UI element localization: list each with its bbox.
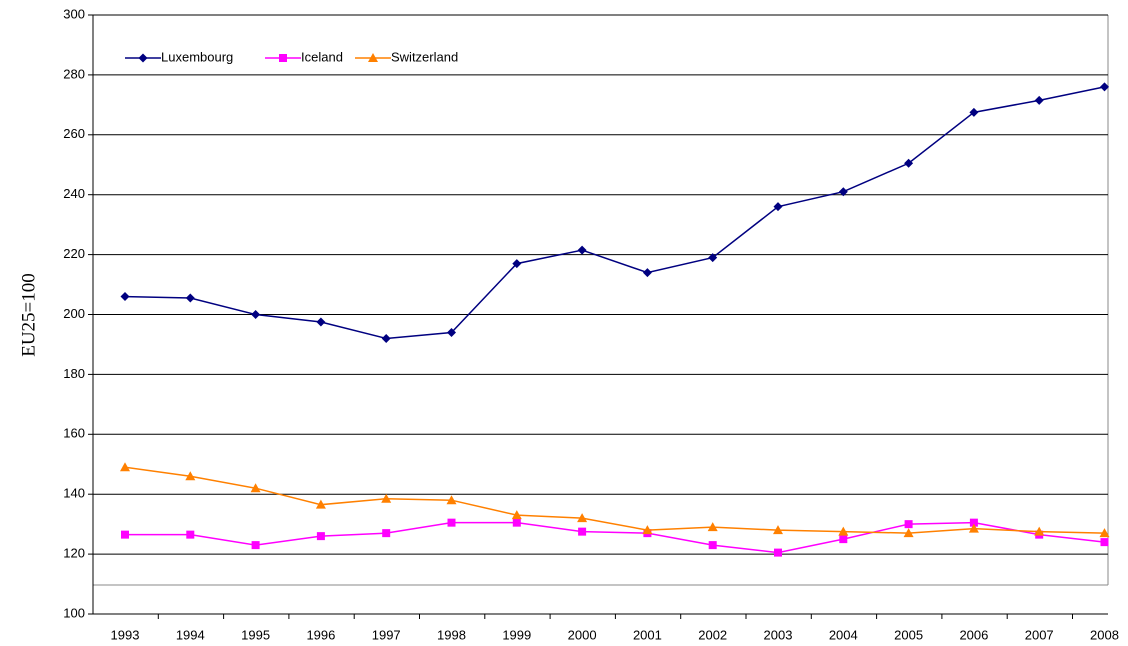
marker (577, 513, 588, 523)
x-tick-label: 2000 (568, 627, 597, 642)
y-tick-label: 160 (63, 426, 85, 441)
x-tick-label: 2008 (1090, 627, 1119, 642)
x-tick-label: 1996 (306, 627, 335, 642)
marker (251, 541, 260, 550)
marker (578, 527, 587, 536)
marker (186, 530, 195, 539)
marker (1099, 528, 1110, 538)
marker (447, 518, 456, 527)
x-tick-label: 1994 (176, 627, 205, 642)
x-tick-label: 1995 (241, 627, 270, 642)
marker (316, 532, 325, 541)
marker (642, 268, 652, 278)
marker (512, 518, 521, 527)
x-tick-label: 2005 (894, 627, 923, 642)
x-tick-label: 2002 (698, 627, 727, 642)
marker (368, 53, 378, 62)
series-line (124, 86, 1105, 340)
marker (773, 202, 783, 212)
y-tick-label: 240 (63, 186, 85, 201)
marker (1034, 95, 1044, 105)
marker (138, 53, 148, 63)
x-tick-label: 2007 (1025, 627, 1054, 642)
marker (120, 462, 130, 472)
marker (185, 471, 196, 481)
x-tick-label: 2004 (829, 627, 858, 642)
series-line (124, 466, 1105, 534)
marker (316, 317, 326, 327)
marker (774, 548, 782, 557)
x-tick-label: 2001 (633, 627, 662, 642)
marker (512, 259, 522, 269)
marker (446, 495, 457, 505)
marker (642, 525, 653, 535)
marker (382, 529, 391, 538)
marker (1100, 538, 1109, 547)
marker (447, 327, 456, 337)
y-tick-label: 100 (63, 605, 85, 620)
marker (121, 530, 129, 539)
y-tick-label: 120 (63, 546, 85, 561)
marker (838, 187, 848, 197)
x-tick-label: 1998 (437, 627, 466, 642)
marker (708, 253, 718, 263)
y-tick-label: 280 (63, 66, 85, 81)
marker (839, 535, 848, 544)
series-line (125, 521, 1105, 554)
marker (969, 107, 979, 117)
legend-label: Iceland (301, 49, 343, 64)
marker (315, 499, 326, 509)
legend-label: Luxembourg (161, 49, 233, 64)
marker (1100, 82, 1109, 92)
marker (511, 510, 522, 520)
marker (185, 293, 195, 303)
y-tick-label: 200 (63, 306, 85, 321)
marker (903, 528, 914, 538)
x-tick-label: 1997 (372, 627, 401, 642)
marker (904, 520, 913, 529)
x-tick-label: 1993 (111, 627, 140, 642)
marker (577, 245, 587, 255)
legend-label: Switzerland (391, 49, 458, 64)
x-tick-label: 2006 (959, 627, 988, 642)
x-tick-label: 2003 (764, 627, 793, 642)
marker (381, 493, 392, 503)
marker (969, 518, 978, 527)
marker (381, 333, 391, 343)
marker (120, 292, 130, 302)
marker (904, 158, 914, 168)
marker (773, 525, 783, 535)
marker (1034, 526, 1045, 536)
y-tick-label: 260 (63, 126, 85, 141)
marker (707, 522, 718, 532)
marker (708, 541, 717, 550)
y-axis-label: EU25=100 (18, 273, 39, 357)
marker (968, 523, 979, 533)
marker (279, 54, 287, 62)
y-tick-label: 220 (63, 246, 85, 261)
y-tick-label: 300 (63, 6, 85, 21)
y-tick-label: 180 (63, 366, 85, 381)
marker (250, 483, 261, 493)
marker (251, 310, 261, 319)
x-tick-label: 1999 (502, 627, 531, 642)
marker (838, 526, 849, 536)
y-tick-label: 140 (63, 486, 85, 501)
